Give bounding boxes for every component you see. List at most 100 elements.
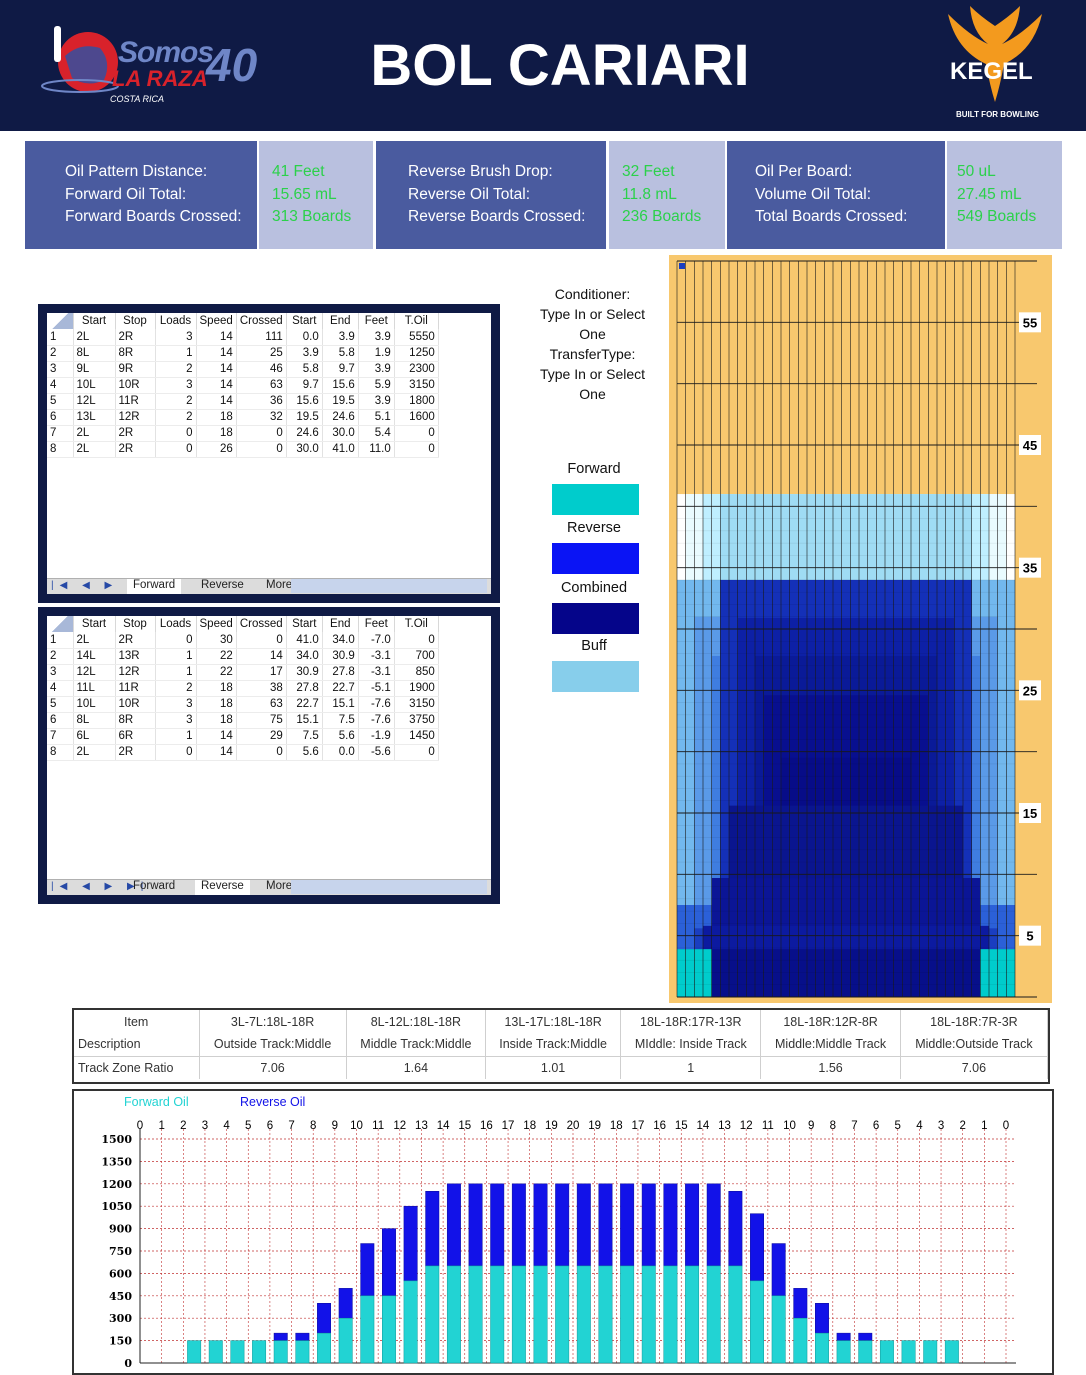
grid-cell[interactable]: 2R	[115, 744, 156, 761]
grid-cell[interactable]: 3	[155, 329, 197, 346]
grid-cell[interactable]: 24.6	[286, 425, 323, 442]
grid-cell[interactable]: 1	[155, 648, 197, 665]
grid-cell[interactable]: 5.9	[358, 377, 395, 394]
grid-cell[interactable]: 10R	[115, 377, 156, 394]
conditioner-value[interactable]: Type In or Select	[539, 306, 646, 322]
grid-cell[interactable]: 2	[155, 361, 197, 378]
grid-cell[interactable]: 9R	[115, 361, 156, 378]
grid-cell[interactable]: 7	[47, 728, 74, 745]
grid-cell[interactable]: 22	[196, 664, 237, 681]
grid-cell[interactable]: 18	[196, 425, 237, 442]
grid-cell[interactable]: 24.6	[322, 409, 359, 426]
grid-cell[interactable]: 15.1	[322, 696, 359, 713]
grid-cell[interactable]: 1250	[394, 345, 439, 362]
grid-cell[interactable]: -5.1	[358, 680, 395, 697]
grid-row[interactable]: 7 6L 6R 1 14 29 7.5 5.6 -1.9 1450	[47, 728, 439, 745]
grid-cell[interactable]: 5.4	[358, 425, 395, 442]
grid-cell[interactable]: 700	[394, 648, 439, 665]
grid-cell[interactable]: 3	[155, 696, 197, 713]
grid-cell[interactable]: 11.0	[358, 441, 395, 458]
transfer-type-value[interactable]: Type In or Select	[539, 366, 646, 382]
grid-cell[interactable]: 10L	[73, 377, 116, 394]
grid-cell[interactable]: 10R	[115, 696, 156, 713]
grid-row[interactable]: 4 11L 11R 2 18 38 27.8 22.7 -5.1 1900	[47, 680, 439, 697]
grid-cell[interactable]: 0	[236, 441, 287, 458]
grid-column-header[interactable]: Loads	[155, 616, 197, 632]
grid-cell[interactable]: 18	[196, 409, 237, 426]
grid-cell[interactable]: 6R	[115, 728, 156, 745]
grid-cell[interactable]: 5.8	[286, 361, 323, 378]
grid-cell[interactable]: 38	[236, 680, 287, 697]
grid-row[interactable]: 3 12L 12R 1 22 17 30.9 27.8 -3.1 850	[47, 664, 439, 681]
grid-cell[interactable]: -5.6	[358, 744, 395, 761]
grid-cell[interactable]: 9.7	[322, 361, 359, 378]
grid-cell[interactable]: 5.6	[286, 744, 323, 761]
grid-cell[interactable]: 41.0	[322, 441, 359, 458]
grid-cell[interactable]: 2	[155, 680, 197, 697]
grid-cell[interactable]: 22	[196, 648, 237, 665]
grid-cell[interactable]: 1450	[394, 728, 439, 745]
grid-row[interactable]: 3 9L 9R 2 14 46 5.8 9.7 3.9 2300	[47, 361, 439, 378]
horizontal-scrollbar[interactable]	[291, 579, 487, 593]
grid-cell[interactable]: 4	[47, 680, 74, 697]
grid-cell[interactable]: 14L	[73, 648, 116, 665]
grid-cell[interactable]: 4	[47, 377, 74, 394]
grid-column-header[interactable]: Feet	[358, 616, 395, 632]
grid-row[interactable]: 7 2L 2R 0 18 0 24.6 30.0 5.4 0	[47, 425, 439, 442]
horizontal-scrollbar[interactable]	[291, 880, 487, 894]
grid-cell[interactable]: 10L	[73, 696, 116, 713]
grid-column-header[interactable]: T.Oil	[394, 616, 439, 632]
grid-cell[interactable]: 11R	[115, 393, 156, 410]
grid-cell[interactable]: 11R	[115, 680, 156, 697]
grid-cell[interactable]: 12L	[73, 664, 116, 681]
grid-cell[interactable]: 0	[394, 425, 439, 442]
grid-cell[interactable]: 5550	[394, 329, 439, 346]
grid-column-header[interactable]: Crossed	[236, 616, 287, 632]
grid-cell[interactable]: 15.6	[286, 393, 323, 410]
grid-cell[interactable]: 0	[394, 744, 439, 761]
grid-column-header[interactable]: Loads	[155, 313, 197, 329]
grid-cell[interactable]: 2	[155, 393, 197, 410]
grid-cell[interactable]: 34.0	[322, 632, 359, 649]
grid-row[interactable]: 6 13L 12R 2 18 32 19.5 24.6 5.1 1600	[47, 409, 439, 426]
grid-cell[interactable]: 111	[236, 329, 287, 346]
grid-row[interactable]: 8 2L 2R 0 14 0 5.6 0.0 -5.6 0	[47, 744, 439, 761]
tab-navigation-arrows[interactable]: |◀ ◀ ▶ ▶|	[51, 580, 150, 591]
grid-column-header[interactable]: End	[322, 313, 359, 329]
grid-cell[interactable]: 8R	[115, 712, 156, 729]
grid-cell[interactable]: 11L	[73, 680, 116, 697]
grid-cell[interactable]: 14	[196, 728, 237, 745]
grid-cell[interactable]: 2R	[115, 632, 156, 649]
grid-cell[interactable]: 5	[47, 696, 74, 713]
grid-column-header[interactable]: Speed	[196, 616, 237, 632]
forward-passes-grid[interactable]: Start Stop Loads Speed Crossed Start End Feet T.…	[47, 313, 439, 458]
grid-cell[interactable]: 63	[236, 696, 287, 713]
grid-cell[interactable]: 14	[196, 377, 237, 394]
grid-cell[interactable]: 14	[236, 648, 287, 665]
grid-cell[interactable]: 0.0	[322, 744, 359, 761]
grid-cell[interactable]: 1	[47, 329, 74, 346]
conditioner-value[interactable]: One	[579, 326, 606, 342]
grid-cell[interactable]: 27.8	[286, 680, 323, 697]
grid-cell[interactable]: 2	[47, 648, 74, 665]
grid-cell[interactable]: 15.6	[322, 377, 359, 394]
grid-corner[interactable]	[47, 313, 74, 329]
grid-cell[interactable]: 7	[47, 425, 74, 442]
grid-cell[interactable]: 2L	[73, 441, 116, 458]
grid-cell[interactable]: 1	[155, 728, 197, 745]
grid-cell[interactable]: 1	[155, 664, 197, 681]
grid-cell[interactable]: 41.0	[286, 632, 323, 649]
reverse-passes-grid[interactable]: Start Stop Loads Speed Crossed Start End Feet T.…	[47, 616, 439, 761]
grid-cell[interactable]: 18	[196, 680, 237, 697]
grid-cell[interactable]: 1	[47, 632, 74, 649]
grid-column-header[interactable]: Stop	[115, 616, 156, 632]
grid-cell[interactable]: 63	[236, 377, 287, 394]
grid-cell[interactable]: 7.5	[286, 728, 323, 745]
grid-cell[interactable]: 30	[196, 632, 237, 649]
grid-cell[interactable]: 30.0	[322, 425, 359, 442]
grid-cell[interactable]: 5.8	[322, 345, 359, 362]
grid-cell[interactable]: 30.0	[286, 441, 323, 458]
grid-cell[interactable]: 1600	[394, 409, 439, 426]
transfer-type-value[interactable]: One	[579, 386, 606, 402]
grid-cell[interactable]: 8R	[115, 345, 156, 362]
